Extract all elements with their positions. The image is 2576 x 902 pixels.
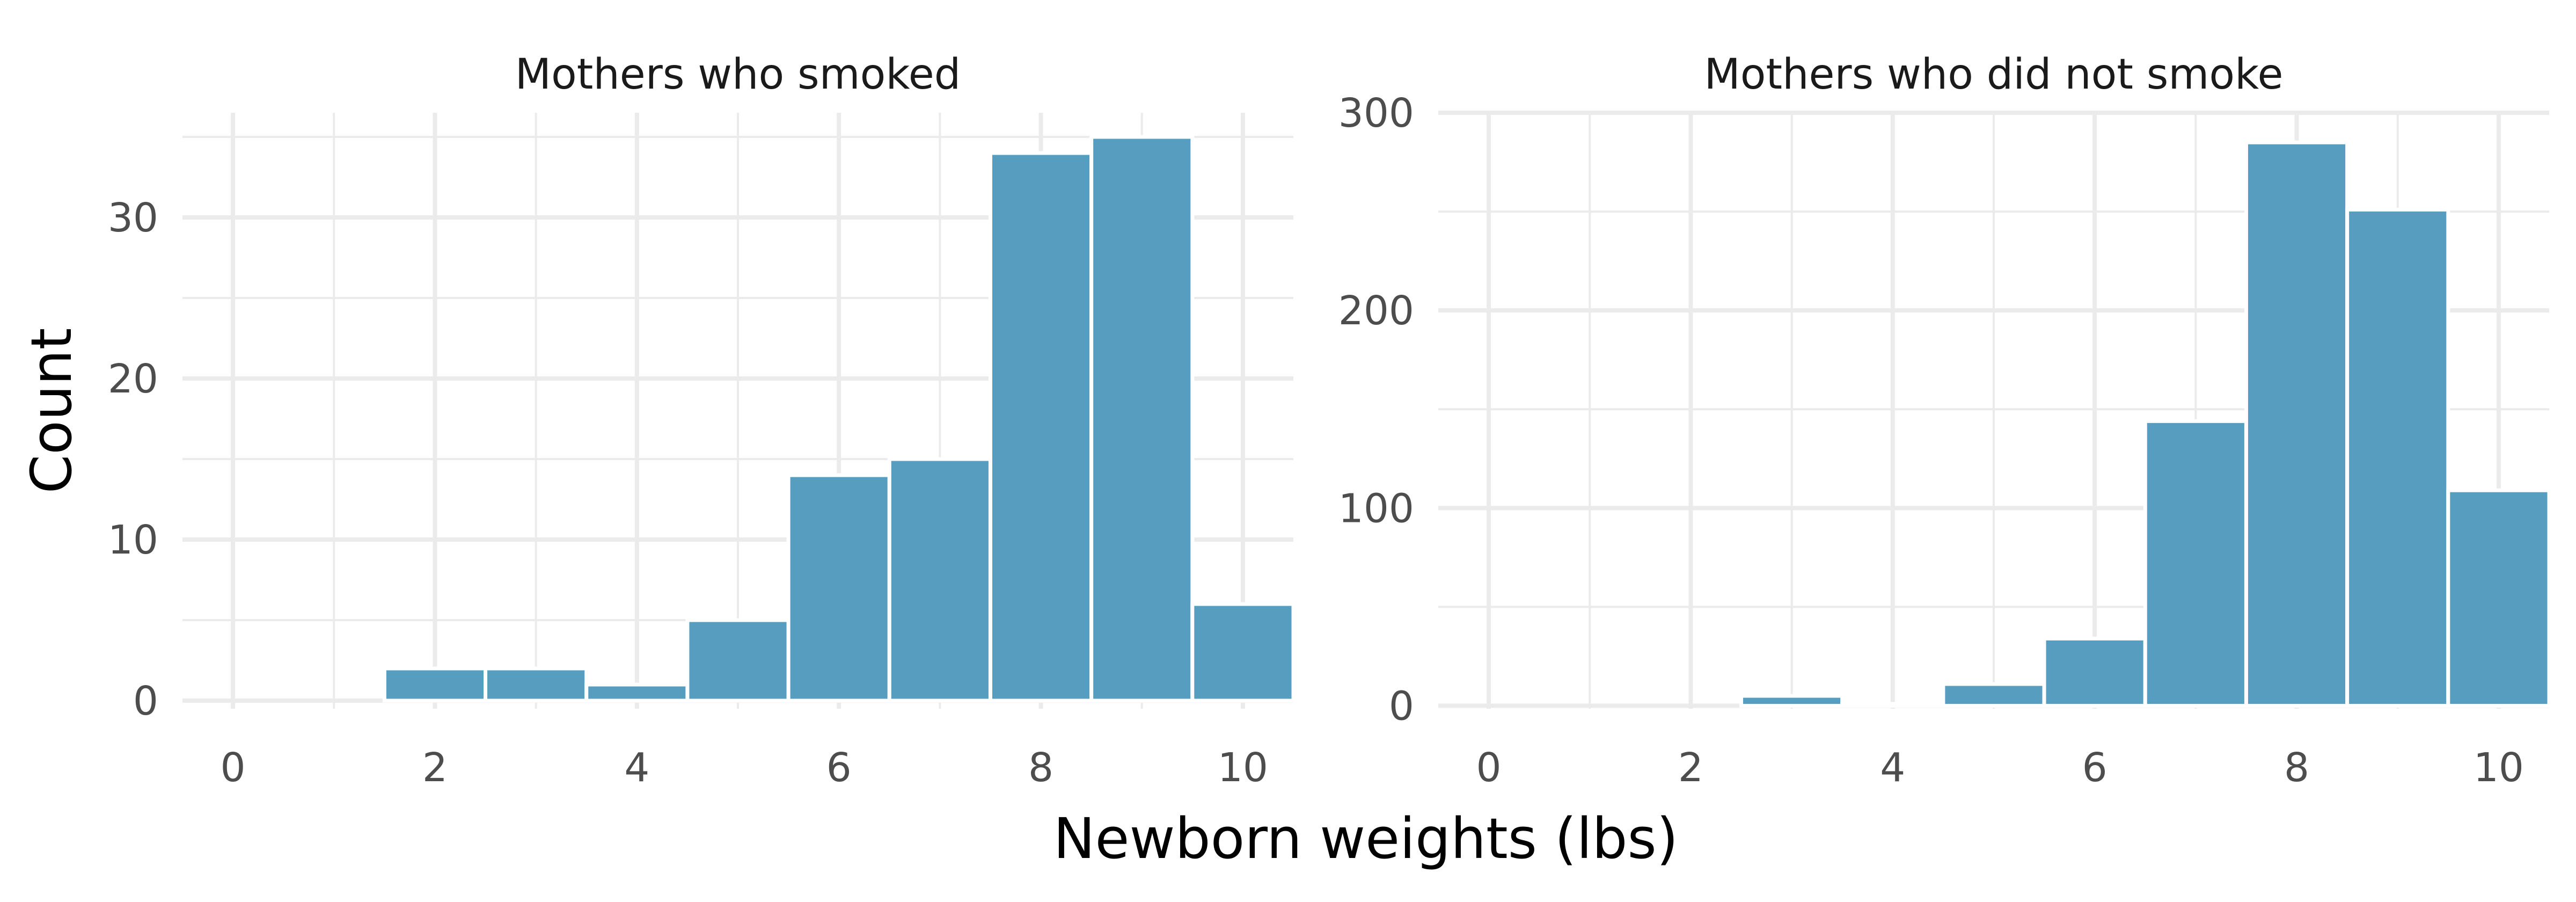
y-tick-label: 10: [108, 517, 158, 563]
histogram-bar: [1739, 694, 1845, 708]
histogram-bar: [484, 666, 589, 703]
histogram-bar: [2446, 488, 2551, 708]
y-tick-label: 0: [1389, 683, 1414, 729]
panel-mothers-who-smoked: Mothers who smoked 0 2 4 6 8 10 0 10 20 30: [108, 50, 1296, 791]
y-tick-label: 0: [133, 678, 158, 724]
histogram-bar: [685, 618, 791, 703]
panel-mothers-who-did-not-smoke: Mothers who did not smoke 0 2 4 6 8 100100200…: [1338, 50, 2551, 791]
histogram-bar: [786, 473, 891, 703]
x-tick-label: 10: [1218, 745, 1268, 791]
panel-title: Mothers who smoked: [515, 50, 961, 99]
y-tick-label: 20: [108, 356, 158, 402]
y-tick-label: 100: [1338, 485, 1414, 532]
x-tick-label: 0: [1476, 745, 1502, 791]
histogram-bar: [382, 666, 488, 703]
y-tick-label: 30: [108, 195, 158, 241]
x-tick-label: 4: [624, 745, 649, 791]
x-tick-label: 4: [1880, 745, 1905, 791]
histogram-bar: [1089, 135, 1195, 703]
y-tick-label: 300: [1338, 90, 1414, 136]
y-axis-title: Count: [19, 328, 84, 494]
bars: [1739, 140, 2551, 708]
histogram-bar: [2345, 207, 2450, 708]
x-tick-label: 10: [2473, 745, 2524, 791]
bars: [382, 135, 1296, 703]
histogram-bar: [584, 682, 690, 703]
histogram-bar: [2042, 636, 2147, 708]
x-axis-title: Newborn weights (lbs): [1053, 806, 1679, 871]
x-tick-label: 6: [826, 745, 852, 791]
histogram-bar: [1840, 702, 1945, 708]
histogram-bar: [1190, 602, 1296, 703]
histogram-bar: [887, 457, 992, 703]
x-tick-label: 2: [422, 745, 448, 791]
x-tick-label: 6: [2082, 745, 2107, 791]
y-tick-label: 200: [1338, 288, 1414, 334]
histogram-bar: [1941, 682, 2046, 708]
histogram-bar: [2143, 419, 2248, 708]
histogram-bar: [988, 151, 1094, 703]
x-tick-label: 0: [221, 745, 246, 791]
x-tick-label: 8: [1028, 745, 1053, 791]
x-tick-label: 2: [1678, 745, 1703, 791]
histogram-bar: [2244, 140, 2350, 708]
x-tick-label: 8: [2284, 745, 2309, 791]
panel-title: Mothers who did not smoke: [1704, 50, 2283, 99]
